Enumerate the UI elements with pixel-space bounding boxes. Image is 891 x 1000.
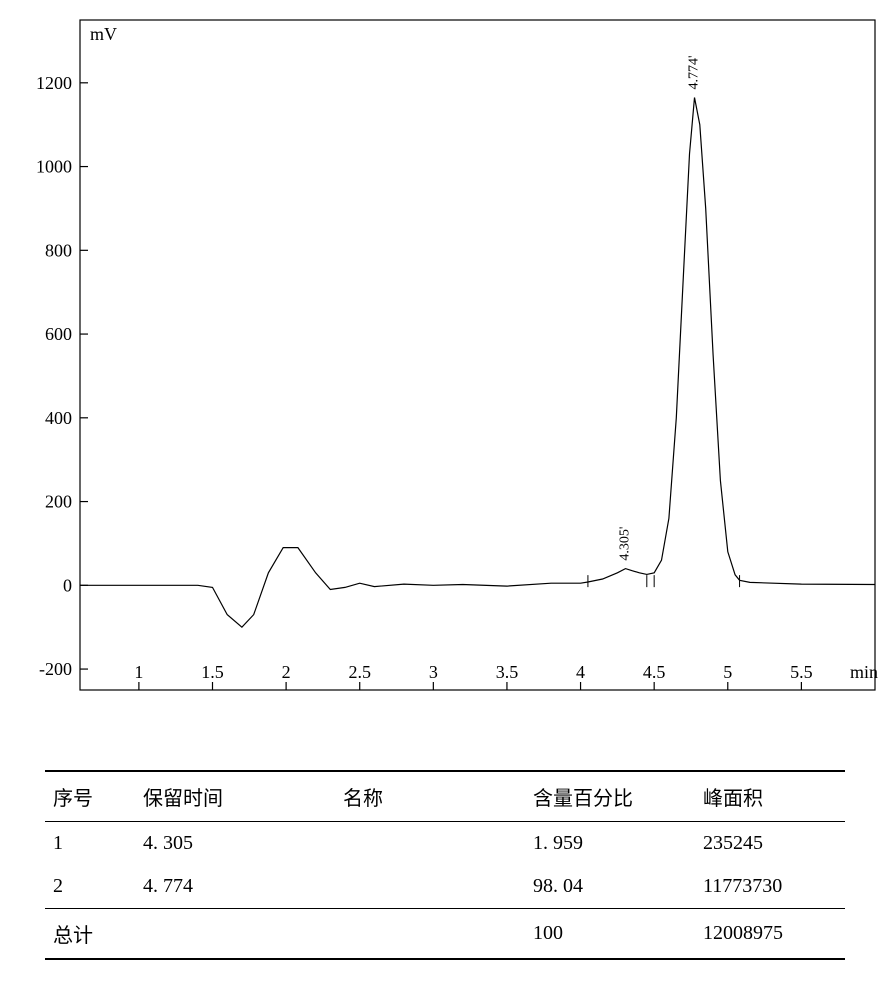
svg-text:4.5: 4.5 xyxy=(643,662,666,682)
svg-text:-200: -200 xyxy=(39,659,72,679)
col-rt: 保留时间 xyxy=(135,771,335,822)
cell-area: 235245 xyxy=(695,822,845,866)
svg-text:3: 3 xyxy=(429,662,438,682)
peak-table: 序号 保留时间 名称 含量百分比 峰面积 1 4. 305 1. 959 235… xyxy=(45,770,845,960)
cell-area: 11773730 xyxy=(695,865,845,909)
cell-total xyxy=(335,909,525,960)
svg-text:800: 800 xyxy=(45,240,72,260)
cell-percent: 1. 959 xyxy=(525,822,695,866)
table-total-row: 总计 100 12008975 xyxy=(45,909,845,960)
svg-text:3.5: 3.5 xyxy=(496,662,519,682)
col-area: 峰面积 xyxy=(695,771,845,822)
svg-text:400: 400 xyxy=(45,408,72,428)
chromatogram-chart: -200 0 200 400 600 800 1000 1200 1 1.5 2 2.5 3 3.5 4 4.… xyxy=(0,0,891,760)
cell-name xyxy=(335,865,525,909)
svg-text:mV: mV xyxy=(90,24,117,44)
table-row: 1 4. 305 1. 959 235245 xyxy=(45,822,845,866)
svg-text:0: 0 xyxy=(63,575,72,595)
svg-text:4.305': 4.305' xyxy=(617,527,632,561)
svg-text:min: min xyxy=(850,662,878,682)
cell-rt: 4. 305 xyxy=(135,822,335,866)
svg-text:1.5: 1.5 xyxy=(201,662,224,682)
col-index: 序号 xyxy=(45,771,135,822)
cell-total xyxy=(135,909,335,960)
cell-index: 1 xyxy=(45,822,135,866)
cell-total-label: 总计 xyxy=(45,909,135,960)
svg-text:4: 4 xyxy=(576,662,585,682)
results-table: 序号 保留时间 名称 含量百分比 峰面积 1 4. 305 1. 959 235… xyxy=(45,770,845,960)
cell-name xyxy=(335,822,525,866)
cell-percent: 98. 04 xyxy=(525,865,695,909)
svg-text:2.5: 2.5 xyxy=(348,662,371,682)
svg-text:600: 600 xyxy=(45,324,72,344)
svg-text:4.774': 4.774' xyxy=(687,55,702,89)
svg-text:1200: 1200 xyxy=(36,73,72,93)
chart-svg: -200 0 200 400 600 800 1000 1200 1 1.5 2 2.5 3 3.5 4 4.… xyxy=(0,0,891,760)
svg-text:5: 5 xyxy=(723,662,732,682)
svg-text:5.5: 5.5 xyxy=(790,662,813,682)
svg-text:1000: 1000 xyxy=(36,157,72,177)
svg-text:1: 1 xyxy=(134,662,143,682)
col-percent: 含量百分比 xyxy=(525,771,695,822)
cell-total-area: 12008975 xyxy=(695,909,845,960)
svg-text:2: 2 xyxy=(282,662,291,682)
cell-index: 2 xyxy=(45,865,135,909)
svg-text:200: 200 xyxy=(45,492,72,512)
table-header-row: 序号 保留时间 名称 含量百分比 峰面积 xyxy=(45,771,845,822)
table-row: 2 4. 774 98. 04 11773730 xyxy=(45,865,845,909)
cell-rt: 4. 774 xyxy=(135,865,335,909)
col-name: 名称 xyxy=(335,771,525,822)
cell-total-percent: 100 xyxy=(525,909,695,960)
